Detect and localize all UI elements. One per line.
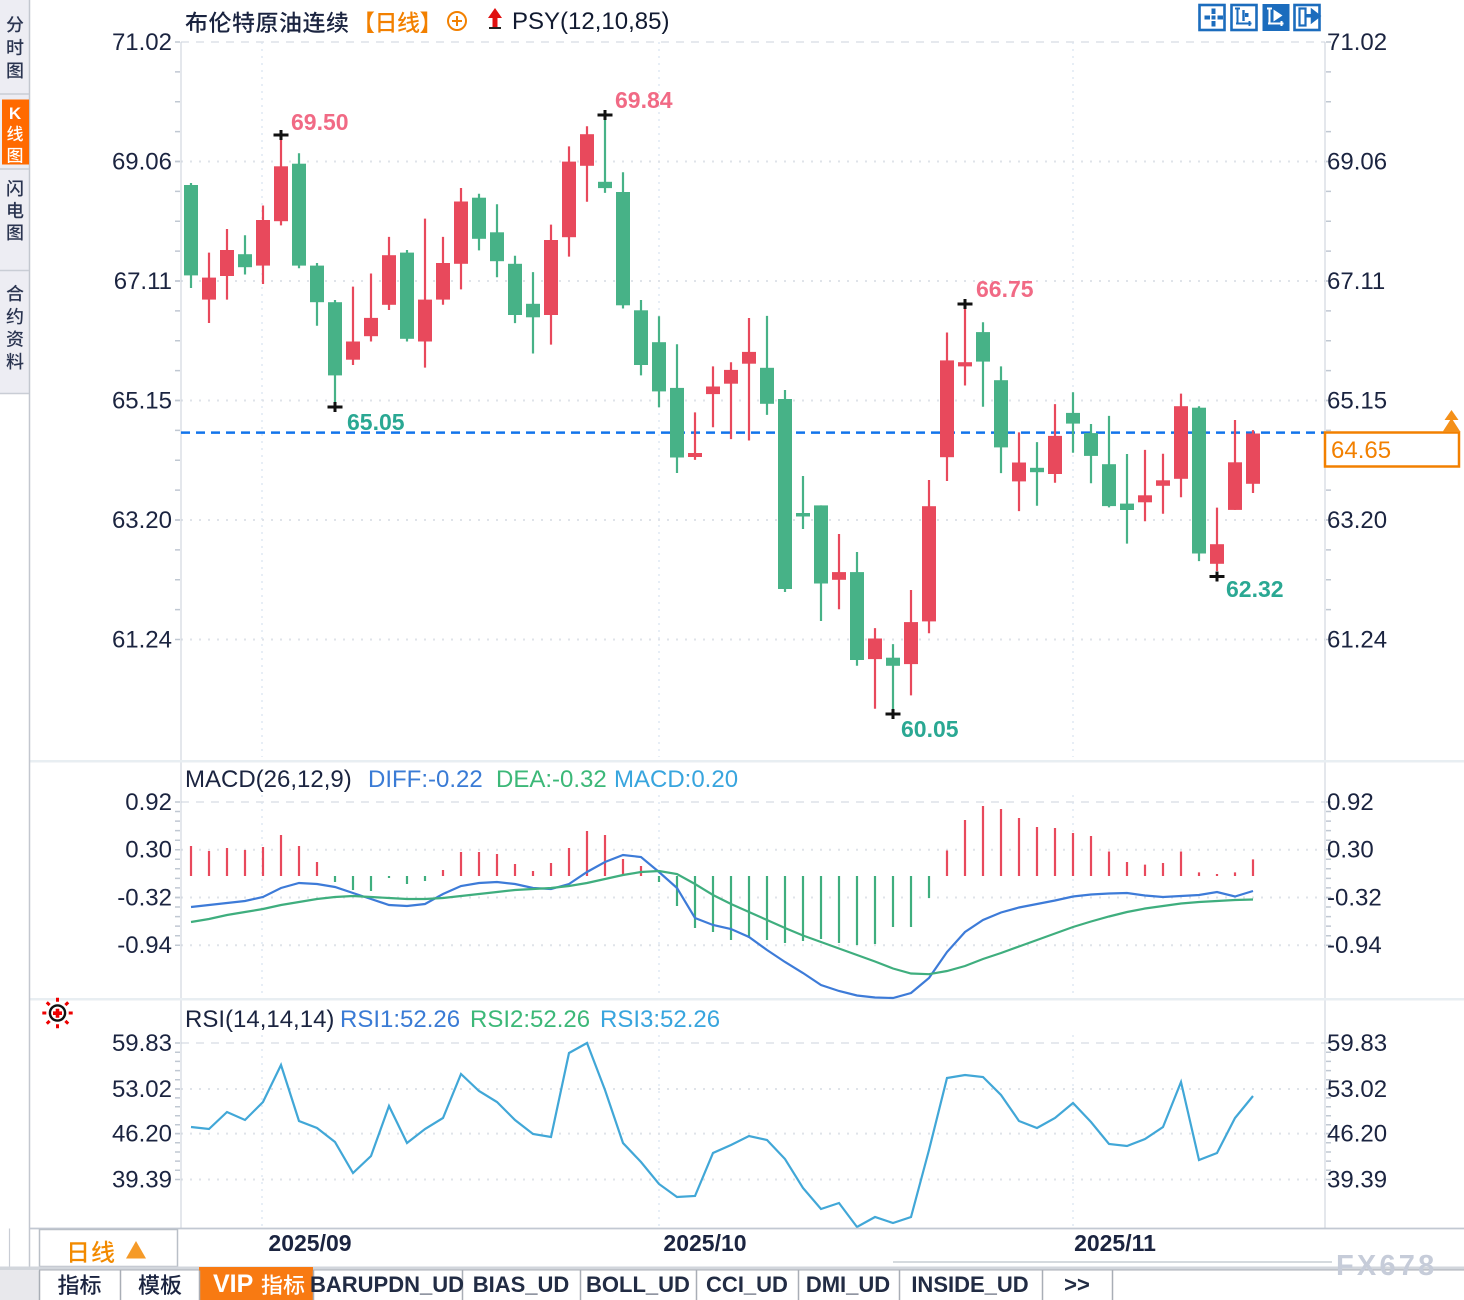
svg-text:69.84: 69.84 <box>615 87 673 113</box>
svg-text:RSI1:52.26: RSI1:52.26 <box>340 1006 460 1033</box>
svg-text:BIAS_UD: BIAS_UD <box>473 1272 570 1297</box>
svg-text:PSY(12,10,85): PSY(12,10,85) <box>512 8 669 35</box>
svg-text:66.75: 66.75 <box>976 276 1034 302</box>
svg-text:BARUPDN_UD: BARUPDN_UD <box>310 1272 464 1297</box>
svg-text:DIFF:-0.22: DIFF:-0.22 <box>368 766 483 793</box>
svg-text:MACD(26,12,9): MACD(26,12,9) <box>185 766 352 793</box>
svg-text:59.83: 59.83 <box>1327 1030 1387 1057</box>
svg-text:RSI(14,14,14): RSI(14,14,14) <box>185 1006 334 1033</box>
svg-text:>>: >> <box>1064 1272 1090 1297</box>
svg-text:-0.32: -0.32 <box>1327 885 1382 912</box>
svg-text:DEA:-0.32: DEA:-0.32 <box>496 766 607 793</box>
svg-text:-0.32: -0.32 <box>117 885 172 912</box>
svg-text:2025/09: 2025/09 <box>268 1230 351 1256</box>
svg-text:65.05: 65.05 <box>347 409 405 435</box>
svg-text:69.06: 69.06 <box>112 149 172 176</box>
svg-text:53.02: 53.02 <box>1327 1076 1387 1103</box>
svg-text:0.30: 0.30 <box>125 837 172 864</box>
svg-text:59.83: 59.83 <box>112 1030 172 1057</box>
svg-text:-0.94: -0.94 <box>117 932 172 959</box>
svg-text:46.20: 46.20 <box>112 1121 172 1148</box>
svg-text:71.02: 71.02 <box>1327 29 1387 56</box>
svg-text:63.20: 63.20 <box>1327 507 1387 534</box>
svg-text:63.20: 63.20 <box>112 507 172 534</box>
svg-text:K: K <box>9 104 22 123</box>
svg-text:39.39: 39.39 <box>112 1167 172 1194</box>
svg-text:64.65: 64.65 <box>1331 437 1391 464</box>
svg-text:0.30: 0.30 <box>1327 837 1374 864</box>
svg-text:MACD:0.20: MACD:0.20 <box>614 766 738 793</box>
svg-text:INSIDE_UD: INSIDE_UD <box>911 1272 1028 1297</box>
svg-text:DMI_UD: DMI_UD <box>806 1272 890 1297</box>
svg-text:0.92: 0.92 <box>125 789 172 816</box>
svg-text:CCI_UD: CCI_UD <box>706 1272 788 1297</box>
svg-text:61.24: 61.24 <box>112 627 172 654</box>
svg-text:VIP: VIP <box>213 1270 253 1298</box>
svg-text:65.15: 65.15 <box>1327 388 1387 415</box>
svg-text:69.50: 69.50 <box>291 109 349 135</box>
svg-text:RSI3:52.26: RSI3:52.26 <box>600 1006 720 1033</box>
svg-text:69.06: 69.06 <box>1327 149 1387 176</box>
svg-text:60.05: 60.05 <box>901 716 959 742</box>
svg-text:53.02: 53.02 <box>112 1076 172 1103</box>
svg-text:61.24: 61.24 <box>1327 627 1387 654</box>
svg-text:67.11: 67.11 <box>1327 268 1385 295</box>
svg-text:39.39: 39.39 <box>1327 1167 1387 1194</box>
svg-text:71.02: 71.02 <box>112 29 172 56</box>
svg-text:2025/11: 2025/11 <box>1074 1230 1156 1256</box>
svg-text:2025/10: 2025/10 <box>663 1230 746 1256</box>
svg-text:FX678: FX678 <box>1336 1250 1437 1282</box>
svg-text:-0.94: -0.94 <box>1327 932 1382 959</box>
svg-text:BOLL_UD: BOLL_UD <box>586 1272 690 1297</box>
svg-text:0.92: 0.92 <box>1327 789 1374 816</box>
svg-text:RSI2:52.26: RSI2:52.26 <box>470 1006 590 1033</box>
svg-text:46.20: 46.20 <box>1327 1121 1387 1148</box>
svg-text:67.11: 67.11 <box>114 268 172 295</box>
svg-text:62.32: 62.32 <box>1226 576 1284 602</box>
svg-text:65.15: 65.15 <box>112 388 172 415</box>
